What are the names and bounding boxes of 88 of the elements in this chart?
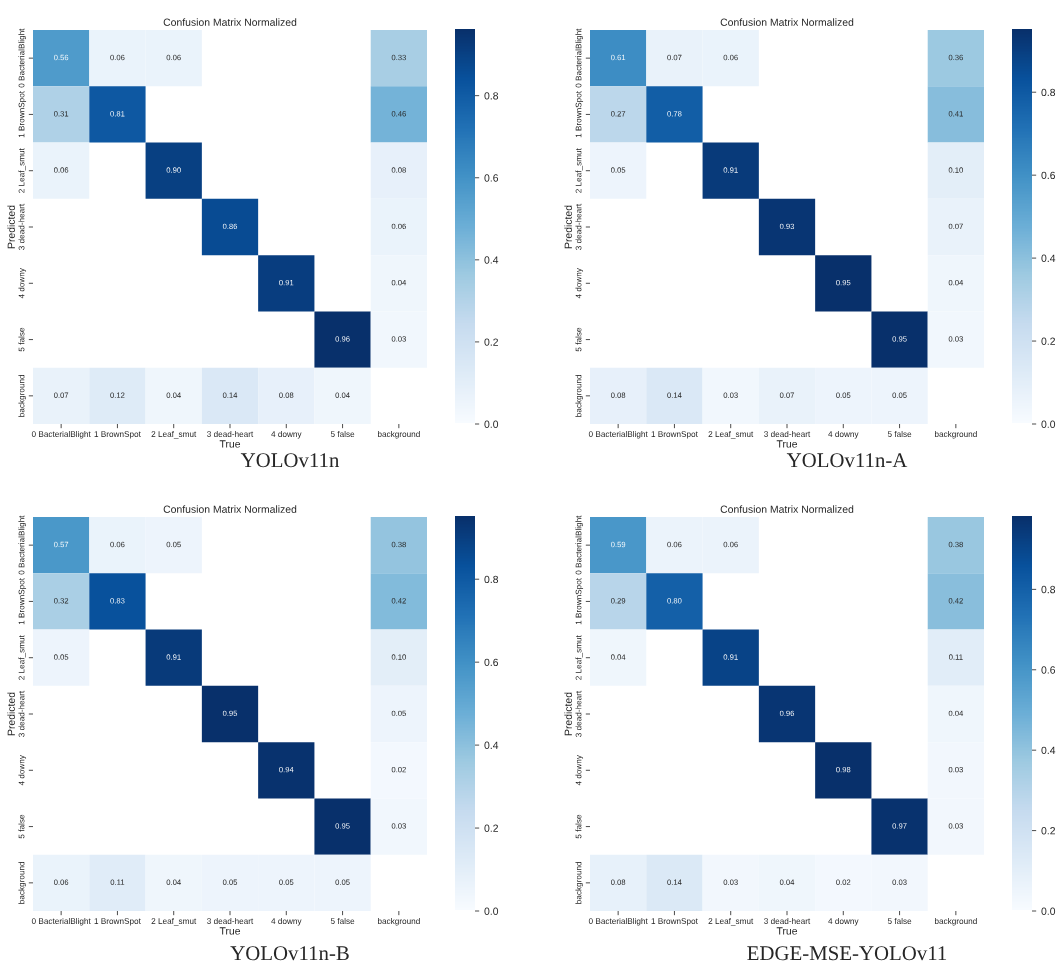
x-tick-label: background	[934, 430, 977, 439]
x-axis-title: True	[219, 440, 241, 448]
chart-title: Confusion Matrix Normalized	[163, 18, 297, 26]
x-tick-label: 1 BrownSpot	[94, 431, 141, 439]
y-tick-label: 5 false	[18, 327, 25, 352]
color-bar-label: 0.6	[484, 658, 499, 667]
x-tick-label: 1 BrownSpot	[651, 918, 698, 926]
x-axis-title: True	[776, 927, 798, 935]
y-tick-label: 1 BrownSpot	[18, 578, 27, 625]
x-axis-title: True	[219, 927, 241, 935]
y-tick-label: 3 dead-heart	[575, 203, 582, 250]
y-tick-label: 0 BacterialBlight	[575, 28, 584, 88]
x-tick-label: 2 Leaf_smut	[151, 430, 197, 439]
color-bar-label: 0.6	[1041, 666, 1056, 674]
y-tick-label: 3 dead-heart	[18, 690, 25, 737]
y-tick-label: 4 downy	[18, 268, 27, 299]
color-bar-label: 0.0	[1041, 907, 1056, 915]
x-axis-title: True	[776, 440, 798, 448]
x-tick-label: 2 Leaf_smut	[708, 430, 754, 439]
chart-title: Confusion Matrix Normalized	[720, 505, 854, 513]
y-tick-label: 3 dead-heart	[575, 690, 582, 737]
color-bar-label: 0.8	[1041, 585, 1056, 594]
x-tick-label: 4 downy	[828, 430, 859, 439]
color-bar-label: 0.4	[1041, 746, 1056, 755]
chart-title: Confusion Matrix Normalized	[163, 505, 297, 513]
x-tick-label: 1 BrownSpot	[651, 431, 698, 439]
color-bar-label: 0.8	[484, 92, 499, 100]
x-tick-label: 5 false	[887, 917, 912, 924]
color-bar-label: 0.8	[1041, 88, 1056, 97]
y-tick-label: 3 dead-heart	[18, 203, 25, 250]
color-bar-label: 0.0	[1041, 420, 1056, 428]
color-bar-label: 0.8	[484, 575, 499, 584]
y-tick-label: 0 BacterialBlight	[18, 28, 27, 88]
x-tick-label: 5 false	[330, 917, 355, 924]
x-tick-label: 4 downy	[271, 430, 302, 439]
x-tick-label: 5 false	[887, 430, 912, 437]
x-tick-label: background	[377, 917, 420, 926]
y-tick-label: 2 Leaf_smut	[18, 635, 26, 680]
y-tick-label: 5 false	[18, 814, 25, 839]
y-tick-label: 4 downy	[575, 755, 584, 786]
x-tick-label: 3 dead-heart	[764, 917, 811, 924]
color-bar-label: 0.2	[1041, 337, 1055, 345]
y-tick-label: 1 BrownSpot	[18, 91, 27, 138]
color-bar-label: 0.0	[484, 907, 499, 915]
x-tick-label: 4 downy	[828, 917, 859, 926]
x-tick-label: 3 dead-heart	[207, 917, 254, 924]
x-tick-label: 3 dead-heart	[764, 430, 811, 437]
y-axis-title: Predicted	[7, 205, 15, 249]
color-bar-label: 0.2	[484, 338, 498, 346]
x-tick-label: 0 BacterialBlight	[31, 430, 91, 439]
text: YOLOv11n-B	[230, 946, 349, 961]
color-bar-label: 0.6	[484, 174, 499, 182]
x-tick-label: 4 downy	[271, 917, 302, 926]
y-axis-title: Predicted	[564, 205, 572, 249]
y-tick-label: 5 false	[575, 814, 582, 839]
x-tick-label: 0 BacterialBlight	[31, 917, 91, 926]
color-bar-label: 0.4	[484, 741, 499, 749]
y-tick-label: 5 false	[575, 327, 582, 352]
y-tick-label: 2 Leaf_smut	[575, 148, 583, 193]
x-tick-label: 3 dead-heart	[207, 430, 254, 437]
y-axis-title: Predicted	[7, 692, 15, 736]
y-tick-label: 2 Leaf_smut	[18, 148, 26, 193]
x-tick-label: 2 Leaf_smut	[708, 917, 754, 926]
x-tick-label: 0 BacterialBlight	[588, 917, 648, 926]
text: YOLOv11n-A	[786, 453, 908, 468]
x-tick-label: 0 BacterialBlight	[588, 430, 648, 439]
x-tick-label: background	[377, 430, 420, 439]
chart-title: Confusion Matrix Normalized	[720, 18, 854, 26]
y-tick-label: 2 Leaf_smut	[575, 635, 583, 680]
color-bar-label: 0.2	[1041, 827, 1055, 835]
text: EDGE-MSE-YOLOv11	[747, 946, 947, 961]
x-tick-label: 5 false	[330, 430, 355, 437]
y-tick-label: 1 BrownSpot	[575, 578, 584, 625]
x-tick-label: 2 Leaf_smut	[151, 917, 197, 926]
y-tick-label: 1 BrownSpot	[575, 91, 584, 138]
color-bar-label: 0.6	[1041, 171, 1056, 180]
x-tick-label: background	[934, 917, 977, 926]
y-tick-label: 0 BacterialBlight	[575, 515, 584, 575]
color-bar-label: 0.4	[484, 256, 499, 264]
y-tick-label: 4 downy	[18, 755, 27, 786]
y-axis-title: Predicted	[564, 692, 572, 736]
y-tick-label: 4 downy	[575, 268, 584, 299]
color-bar-label: 0.2	[484, 824, 498, 832]
color-bar-label: 0.4	[1041, 254, 1056, 262]
text: YOLOv11n	[240, 453, 340, 468]
y-tick-label: 0 BacterialBlight	[18, 515, 27, 575]
x-tick-label: 1 BrownSpot	[94, 918, 141, 926]
color-bar-label: 0.0	[484, 420, 499, 428]
